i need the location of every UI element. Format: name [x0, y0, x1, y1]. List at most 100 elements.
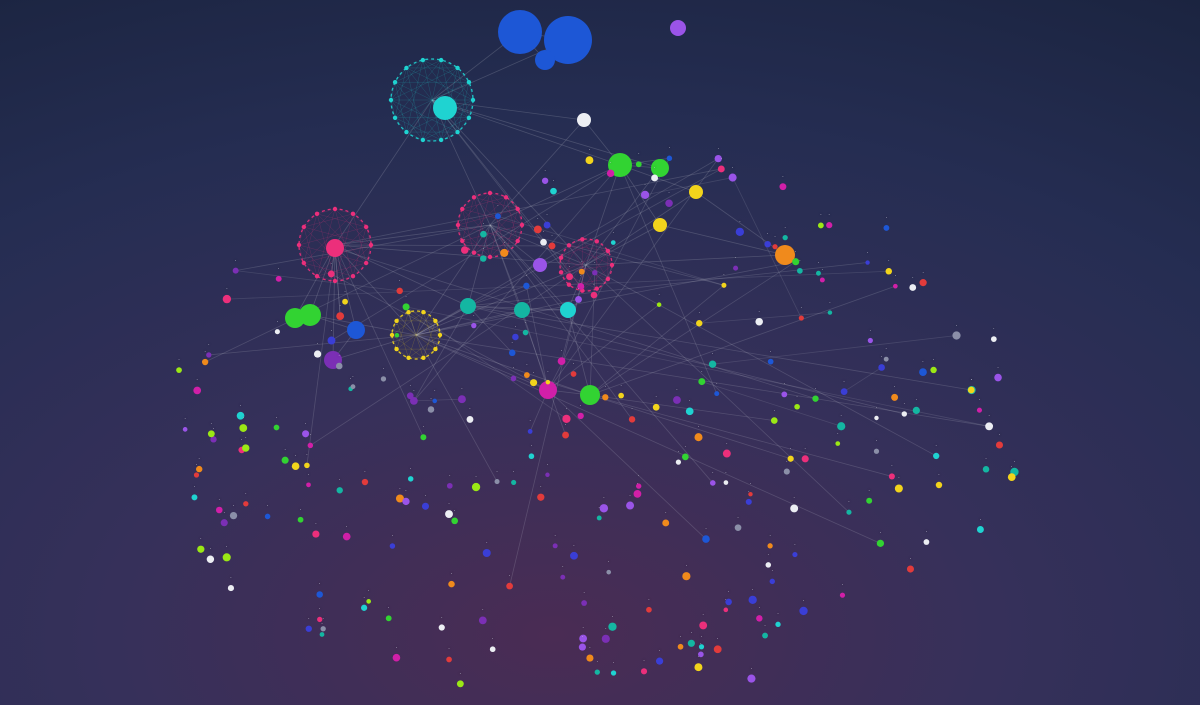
- graph-node-small[interactable]: [868, 338, 873, 343]
- graph-node-small[interactable]: [534, 225, 542, 233]
- graph-node-small[interactable]: [909, 284, 916, 291]
- graph-node-small[interactable]: [602, 635, 610, 643]
- graph-node-small[interactable]: [837, 422, 845, 430]
- graph-node-small[interactable]: [715, 155, 722, 162]
- graph-node-small[interactable]: [265, 514, 271, 520]
- graph-node-small[interactable]: [467, 416, 474, 423]
- graph-node-small[interactable]: [321, 626, 326, 631]
- graph-node-small[interactable]: [748, 492, 752, 496]
- graph-node-small[interactable]: [656, 658, 663, 665]
- graph-node-small[interactable]: [540, 239, 547, 246]
- graph-node-small[interactable]: [408, 476, 413, 481]
- graph-node-small[interactable]: [592, 270, 597, 275]
- graph-node-small[interactable]: [542, 178, 548, 184]
- graph-node-small[interactable]: [983, 466, 990, 473]
- graph-node-small[interactable]: [651, 175, 658, 182]
- graph-node-small[interactable]: [480, 231, 487, 238]
- graph-node-small[interactable]: [818, 223, 824, 229]
- graph-node-small[interactable]: [230, 512, 237, 519]
- graph-node-small[interactable]: [724, 480, 729, 485]
- graph-node-small[interactable]: [799, 315, 804, 320]
- graph-node-small[interactable]: [528, 429, 533, 434]
- graph-node-small[interactable]: [657, 302, 662, 307]
- graph-node-small[interactable]: [799, 607, 807, 615]
- graph-node-small[interactable]: [952, 331, 960, 339]
- graph-node[interactable]: [326, 239, 344, 257]
- graph-node-small[interactable]: [395, 333, 400, 338]
- graph-node-small[interactable]: [366, 599, 371, 604]
- graph-node-small[interactable]: [302, 430, 309, 437]
- graph-node-small[interactable]: [694, 433, 702, 441]
- graph-node-small[interactable]: [550, 188, 557, 195]
- graph-node-small[interactable]: [276, 276, 282, 282]
- graph-node-small[interactable]: [545, 473, 549, 477]
- graph-node-small[interactable]: [362, 479, 368, 485]
- graph-node-small[interactable]: [575, 296, 582, 303]
- graph-node-small[interactable]: [913, 407, 920, 414]
- graph-node-small[interactable]: [176, 367, 182, 373]
- graph-node-small[interactable]: [718, 165, 725, 172]
- graph-node-small[interactable]: [747, 674, 755, 682]
- graph-node-small[interactable]: [682, 454, 689, 461]
- graph-node-small[interactable]: [820, 277, 825, 282]
- graph-node-small[interactable]: [304, 463, 310, 469]
- graph-node[interactable]: [347, 321, 365, 339]
- graph-node-small[interactable]: [451, 517, 458, 524]
- graph-node-small[interactable]: [512, 334, 519, 341]
- graph-node-small[interactable]: [788, 456, 794, 462]
- graph-node-small[interactable]: [733, 266, 738, 271]
- graph-node-small[interactable]: [994, 374, 1002, 382]
- graph-node-small[interactable]: [662, 520, 669, 527]
- graph-node-small[interactable]: [403, 303, 410, 310]
- graph-node-small[interactable]: [608, 623, 616, 631]
- graph-node-small[interactable]: [500, 249, 508, 257]
- graph-node-small[interactable]: [457, 680, 464, 687]
- graph-node-small[interactable]: [673, 396, 681, 404]
- graph-node-small[interactable]: [308, 443, 313, 448]
- graph-node-small[interactable]: [902, 411, 907, 416]
- graph-node-small[interactable]: [579, 269, 585, 275]
- graph-node-small[interactable]: [895, 484, 903, 492]
- graph-node-small[interactable]: [396, 288, 402, 294]
- graph-node[interactable]: [498, 10, 542, 54]
- graph-node-small[interactable]: [316, 591, 323, 598]
- graph-node-small[interactable]: [634, 490, 642, 498]
- graph-node-small[interactable]: [893, 284, 898, 289]
- graph-node-small[interactable]: [835, 441, 840, 446]
- graph-node-small[interactable]: [724, 608, 729, 613]
- graph-node-small[interactable]: [991, 336, 997, 342]
- graph-node-small[interactable]: [337, 487, 343, 493]
- graph-node-small[interactable]: [562, 432, 569, 439]
- graph-node-small[interactable]: [764, 241, 770, 247]
- graph-node-small[interactable]: [233, 268, 239, 274]
- graph-node[interactable]: [653, 218, 667, 232]
- graph-node-small[interactable]: [343, 533, 351, 541]
- graph-node-small[interactable]: [228, 585, 234, 591]
- graph-node-small[interactable]: [606, 570, 611, 575]
- graph-node-small[interactable]: [792, 258, 799, 265]
- graph-node-small[interactable]: [826, 222, 832, 228]
- graph-node-small[interactable]: [558, 357, 566, 365]
- graph-node-small[interactable]: [509, 349, 516, 356]
- graph-node-small[interactable]: [242, 444, 249, 451]
- graph-node-small[interactable]: [653, 404, 660, 411]
- graph-node-small[interactable]: [292, 462, 300, 470]
- graph-node[interactable]: [433, 96, 457, 120]
- graph-node-small[interactable]: [699, 644, 704, 649]
- graph-node-small[interactable]: [361, 605, 367, 611]
- graph-node-small[interactable]: [756, 615, 762, 621]
- graph-node-small[interactable]: [208, 430, 215, 437]
- graph-node-small[interactable]: [306, 482, 311, 487]
- graph-node-small[interactable]: [202, 359, 208, 365]
- graph-node-small[interactable]: [646, 607, 652, 613]
- graph-node-small[interactable]: [546, 380, 550, 384]
- graph-node-small[interactable]: [746, 499, 752, 505]
- graph-node-small[interactable]: [223, 553, 231, 561]
- graph-node[interactable]: [460, 298, 476, 314]
- graph-node-small[interactable]: [771, 417, 778, 424]
- graph-node-small[interactable]: [676, 460, 681, 465]
- graph-node-small[interactable]: [282, 457, 289, 464]
- graph-node-small[interactable]: [721, 283, 726, 288]
- graph-node[interactable]: [560, 302, 576, 318]
- graph-node-small[interactable]: [710, 480, 716, 486]
